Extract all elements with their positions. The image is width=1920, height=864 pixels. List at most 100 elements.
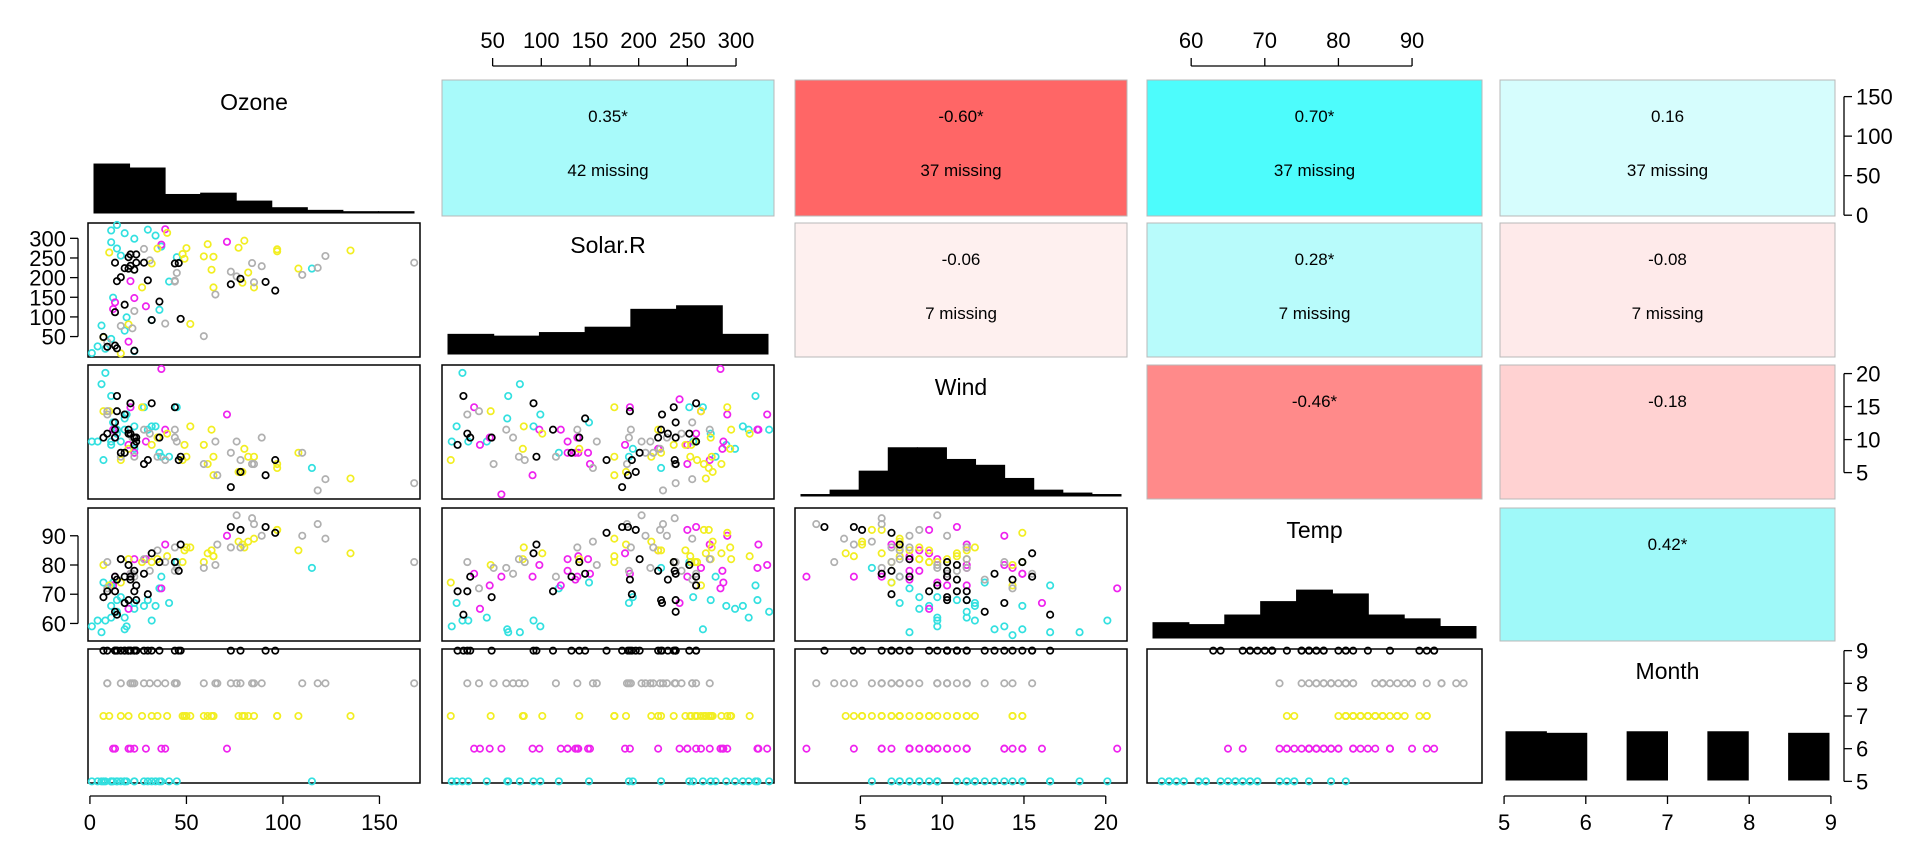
scatter-point [346,549,355,558]
histogram-bar-temp [1224,614,1262,639]
scatter-point [137,711,147,721]
scatter-point [176,540,185,549]
scatter-point [952,522,961,532]
scatter-point [147,777,156,786]
scatter-point [504,391,513,401]
scatter-point [623,522,633,532]
scatter-point [887,578,896,587]
scatter-point [536,410,545,419]
scatter-point [107,601,116,610]
scatter-point [704,463,713,473]
scatter-point [1334,744,1343,753]
scatter-point [763,744,772,753]
scatter-point [170,259,179,268]
scatter-point [849,552,858,561]
correlation-box [1146,222,1483,358]
scatter-point [1319,679,1328,688]
scatter-point [145,679,154,688]
scatter-point [222,410,232,419]
scatter-point [514,452,523,461]
scatter-point [707,452,716,461]
histogram-bar-wind [887,447,918,497]
scatter-point [943,531,952,540]
scatter-point [130,306,139,316]
scatter-point [132,596,141,605]
scatter-point [1415,646,1424,655]
scatter-point [887,540,896,549]
variable-label-temp: Temp [1286,517,1342,543]
scatter-point [1000,560,1009,570]
histogram-bar-wind [945,458,977,497]
scatter-point [528,471,537,480]
tick-label: 100 [265,810,302,835]
scatter-point [925,587,934,596]
panel-frame [441,507,775,642]
tick-label: 150 [361,810,398,835]
scatter-point [1385,744,1395,753]
scatter-point [980,575,989,584]
histogram-bar-ozone [129,167,166,214]
scatter-point [126,403,135,412]
scatter-point [519,543,528,552]
scatter-point [153,711,162,721]
scatter-point [112,596,122,605]
scatter-point [155,433,164,442]
scatter-point [933,646,942,655]
panel-frame [794,507,1128,642]
scatter-point [124,596,133,605]
scatter-point [683,525,692,534]
scatter-point [124,604,133,613]
scatter-point [626,543,635,552]
scatter-point [1046,777,1055,786]
scatter-point [174,646,183,655]
scatter-point [116,349,125,358]
scatter-point [161,744,170,753]
scatter-point [657,546,666,555]
scatter-point [240,543,249,552]
scatter-point [1349,711,1358,721]
scatter-point [126,250,135,259]
scatter-point [99,332,108,342]
scatter-point [830,558,839,567]
scatter-point [765,425,774,434]
scatter-point [529,777,538,786]
scatter-point [970,616,979,625]
scatter-point [157,744,166,753]
scatter-point [671,479,680,488]
scatter-point [610,558,619,567]
scatter-point [581,414,590,423]
scatter-point [489,679,498,688]
scatter-point [236,543,245,552]
histogram-bar-ozone [235,200,273,214]
tick-label: 150 [29,285,66,310]
scatter-point [1275,679,1284,688]
variable-label-ozone: Ozone [220,89,288,115]
scatter-point [581,646,590,655]
scatter-point [765,607,774,616]
scatter-point [867,563,876,572]
scatter-point [271,528,280,537]
scatter-point [1297,646,1306,655]
scatter-point [273,459,282,469]
scatter-point [765,777,774,786]
scatter-point [905,646,914,655]
scatter-point [563,437,572,446]
scatter-point [470,744,479,753]
scatter-point [124,320,133,329]
scatter-point [209,711,218,721]
correlation-box [1499,364,1836,500]
scatter-point [458,368,467,377]
scatter-point [980,777,989,786]
histogram-bar-month [1545,732,1588,781]
scatter-point [165,598,174,608]
scatter-point [583,448,593,457]
scatter-point [649,448,658,457]
scatter-point [628,444,637,453]
scatter-point [120,414,129,423]
scatter-point [1459,679,1468,688]
scatter-point [905,555,914,564]
scatter-point [116,555,125,564]
scatter-point [145,429,154,438]
scatter-panel-month-vs-solarr [441,646,775,786]
tick-label: 20 [1093,810,1117,835]
